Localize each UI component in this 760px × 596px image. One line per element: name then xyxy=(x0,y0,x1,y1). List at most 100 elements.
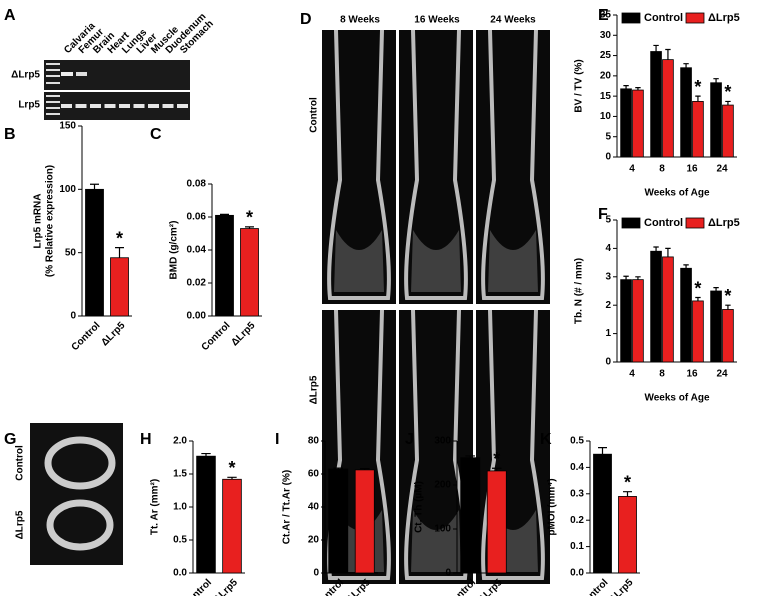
gel-row-label: ΔLrp5 xyxy=(11,70,40,81)
panel-label: C xyxy=(150,126,162,143)
error-bar xyxy=(725,100,731,106)
bar xyxy=(722,309,734,363)
bone-outline xyxy=(481,29,545,300)
x-tick-label: Control xyxy=(200,320,233,353)
bar xyxy=(680,67,692,158)
legend-label: ΔLrp5 xyxy=(708,12,740,24)
gel-band xyxy=(162,104,174,108)
y-tick-label: 30 xyxy=(600,30,612,41)
error-bar xyxy=(635,87,641,91)
bar xyxy=(710,290,722,363)
annotation: * xyxy=(694,77,701,97)
y-tick-label: 100 xyxy=(434,524,451,535)
bar xyxy=(692,300,704,363)
bar xyxy=(632,279,644,363)
bar xyxy=(110,257,129,317)
y-tick-label: 300 xyxy=(434,436,451,447)
error-bar xyxy=(665,247,671,257)
y-tick-label: 0.08 xyxy=(187,179,207,190)
y-tick-label: 0.1 xyxy=(570,541,584,552)
trabecular xyxy=(334,230,384,292)
y-tick-label: 0.06 xyxy=(187,212,207,223)
y-tick-label: 0.00 xyxy=(187,311,207,322)
trabecular xyxy=(411,510,461,572)
y-axis-label: BMD (g/cm²) xyxy=(169,221,180,280)
y-tick-label: 3 xyxy=(605,271,611,282)
error-bar xyxy=(598,447,607,455)
y-tick-label: 80 xyxy=(308,436,320,447)
bar xyxy=(215,214,234,317)
error-bar xyxy=(201,452,211,457)
y-tick-label: 0.0 xyxy=(173,568,187,579)
error-bar xyxy=(359,467,370,470)
x-tick-label: 8 xyxy=(659,369,665,380)
y-axis-label: Ct. Th (µM) xyxy=(414,481,425,533)
y-axis-label: Tb. N (# / mm) xyxy=(574,258,585,324)
gel-band xyxy=(104,104,116,108)
y-tick-label: 0.5 xyxy=(173,535,187,546)
legend-label: Control xyxy=(644,217,683,229)
y-tick-label: 1.0 xyxy=(173,502,187,513)
y-tick-label: 1 xyxy=(605,328,611,339)
error-bar xyxy=(665,48,671,60)
bar xyxy=(486,470,507,574)
legend-label: ΔLrp5 xyxy=(708,217,740,229)
bar xyxy=(240,228,259,317)
x-tick-label: 4 xyxy=(629,164,635,175)
y-tick-label: 20 xyxy=(308,535,320,546)
error-bar xyxy=(683,264,689,269)
bone-ring xyxy=(44,436,116,490)
error-bar xyxy=(653,246,659,252)
y-tick-label: 0 xyxy=(313,568,319,579)
bar xyxy=(328,468,349,574)
y-tick-label: 150 xyxy=(59,121,76,132)
legend-swatch xyxy=(685,12,705,24)
annotation: * xyxy=(246,208,253,228)
y-tick-label: 0.3 xyxy=(570,488,584,499)
bar xyxy=(593,453,612,574)
y-tick-label: 0 xyxy=(605,152,611,163)
error-bar xyxy=(725,304,731,310)
column-label: 8 Weeks xyxy=(340,15,380,26)
y-axis-label: pMOI (mm⁴) xyxy=(547,478,558,535)
y-axis-label: Lrp5 mRNA xyxy=(33,193,44,248)
y-tick-label: 0.04 xyxy=(187,245,207,256)
bar xyxy=(662,59,674,158)
bone-outline xyxy=(327,29,391,300)
y-tick-label: 0.02 xyxy=(187,278,207,289)
annotation: * xyxy=(493,449,500,469)
bone-ring xyxy=(46,499,114,551)
error-bar xyxy=(227,476,237,480)
bar xyxy=(650,51,662,158)
y-tick-label: 10 xyxy=(600,111,612,122)
x-tick-label: ΔLrp5 xyxy=(212,577,240,596)
y-tick-label: 40 xyxy=(308,502,320,513)
annotation: * xyxy=(724,286,731,306)
error-bar xyxy=(713,78,719,83)
bar xyxy=(632,89,644,158)
y-tick-label: 0 xyxy=(445,568,451,579)
bar xyxy=(196,455,216,574)
y-tick-label: 60 xyxy=(308,469,320,480)
error-bar xyxy=(623,491,632,497)
column-label: 24 Weeks xyxy=(490,15,536,26)
y-tick-label: 100 xyxy=(59,184,76,195)
gel-band xyxy=(177,104,188,108)
y-tick-label: 0.2 xyxy=(570,515,584,526)
bar xyxy=(650,250,662,363)
bar xyxy=(620,88,632,158)
annotation: * xyxy=(724,82,731,102)
row-label: ΔLrp5 xyxy=(309,375,320,404)
y-tick-label: 0 xyxy=(605,357,611,368)
panel-label: E xyxy=(598,7,609,24)
x-tick-label: 24 xyxy=(716,164,728,175)
x-axis-label: Weeks of Age xyxy=(644,393,709,404)
y-tick-label: 200 xyxy=(434,480,451,491)
y-tick-label: 0.4 xyxy=(570,462,584,473)
bar xyxy=(722,104,734,158)
bar xyxy=(680,267,692,363)
panel-label: I xyxy=(275,431,279,448)
error-bar xyxy=(491,467,502,471)
legend-swatch xyxy=(685,217,705,229)
